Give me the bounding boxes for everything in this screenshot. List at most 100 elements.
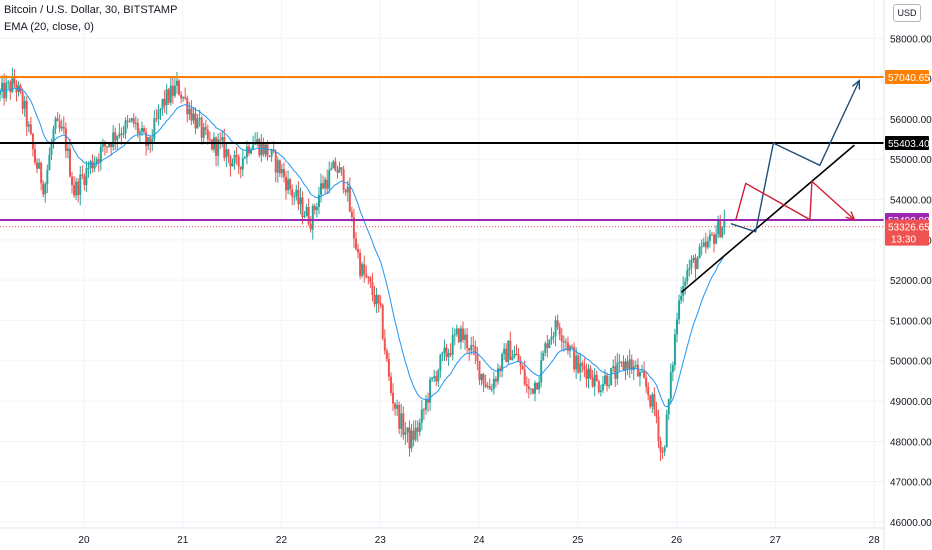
candle-body [470,345,473,351]
candle-body [256,139,259,143]
candle-body [392,392,395,404]
candle-body [385,350,388,360]
candle-body [521,365,524,370]
candle-body [227,149,230,157]
candle-body [317,194,320,208]
last-price-tag [885,219,929,246]
candle-body [527,386,530,390]
candle-body [603,375,606,384]
candle-body [667,398,670,415]
level-price-label: 55403.40 [888,139,930,150]
level-price-label: 57040.65 [888,73,930,84]
candle-body [478,360,481,380]
candle-body [344,189,347,193]
candle-body [690,259,693,269]
candle-body [511,356,514,360]
candle-body [513,353,516,357]
candle-body [408,427,411,449]
candle-body [507,340,510,362]
candle-body [31,133,34,150]
candle-body [708,234,711,241]
candle-body [332,161,335,169]
candle-body [400,413,403,429]
candle-body [11,76,14,92]
candle-body [315,207,318,211]
candle-body [657,416,660,442]
price-tick-label: 54000.00 [890,196,932,207]
candle-body [492,378,495,389]
candle-body [313,205,316,211]
candle-body [542,352,545,361]
candle-body [194,113,197,129]
candle-body [155,118,158,120]
level-price-tag [885,69,929,84]
candle-body [560,335,563,342]
candle-body [91,161,94,169]
candle-body [655,409,658,417]
price-tick-label: 52000.00 [890,276,932,287]
candle-body [147,137,150,146]
candle-body [457,328,460,342]
candle-body [449,352,452,355]
candle-body [396,404,399,409]
candle-body [95,159,98,164]
candle-body [196,118,199,129]
currency-button[interactable]: USD [893,4,921,22]
candle-body [383,338,386,351]
candle-body [83,176,86,186]
candle-body [297,189,300,205]
candle-body [157,110,160,119]
candle-body [33,149,36,163]
candle-body [429,379,432,403]
price-tick-label: 47000.00 [890,478,932,489]
candle-body [439,354,442,371]
candle-body [713,234,716,244]
candle-body [363,264,366,275]
time-tick-label: 27 [770,535,782,546]
candle-body [350,211,353,218]
candle-body [404,432,407,435]
candle-body [577,355,580,373]
candle-body [686,269,689,282]
candle-body [501,354,504,372]
candle-body [79,174,82,196]
candle-body [550,336,553,340]
candle-body [698,246,701,259]
candle-body [684,281,687,287]
candle-body [486,385,489,387]
candle-body [245,146,248,158]
time-tick-label: 28 [869,535,881,546]
candle-body [130,118,133,122]
candle-body [171,85,174,96]
candle-body [307,206,310,225]
candle-body [134,122,137,124]
candle-body [287,179,290,191]
candle-body [274,151,277,173]
candle-body [340,167,343,170]
candle-body [217,139,220,156]
price-tick-label: 49000.00 [890,397,932,408]
candle-body [328,169,331,189]
candle-body [377,294,380,304]
candle-body [38,162,41,169]
ema-line [0,87,725,408]
candle-body [715,234,718,244]
candle-body [406,427,409,433]
candle-body [116,136,119,141]
candle-body [534,382,537,394]
candle-body [359,252,362,276]
candle-body [387,359,390,377]
candle-body [519,361,522,366]
candle-body [184,96,187,99]
candle-body [42,183,45,195]
candle-body [641,371,644,373]
candle-body [206,130,209,140]
candle-body [336,170,339,173]
candle-body [126,120,129,122]
candle-body [159,108,162,111]
candle-body [443,347,446,353]
candle-body [626,361,629,369]
candle-body [229,156,232,167]
